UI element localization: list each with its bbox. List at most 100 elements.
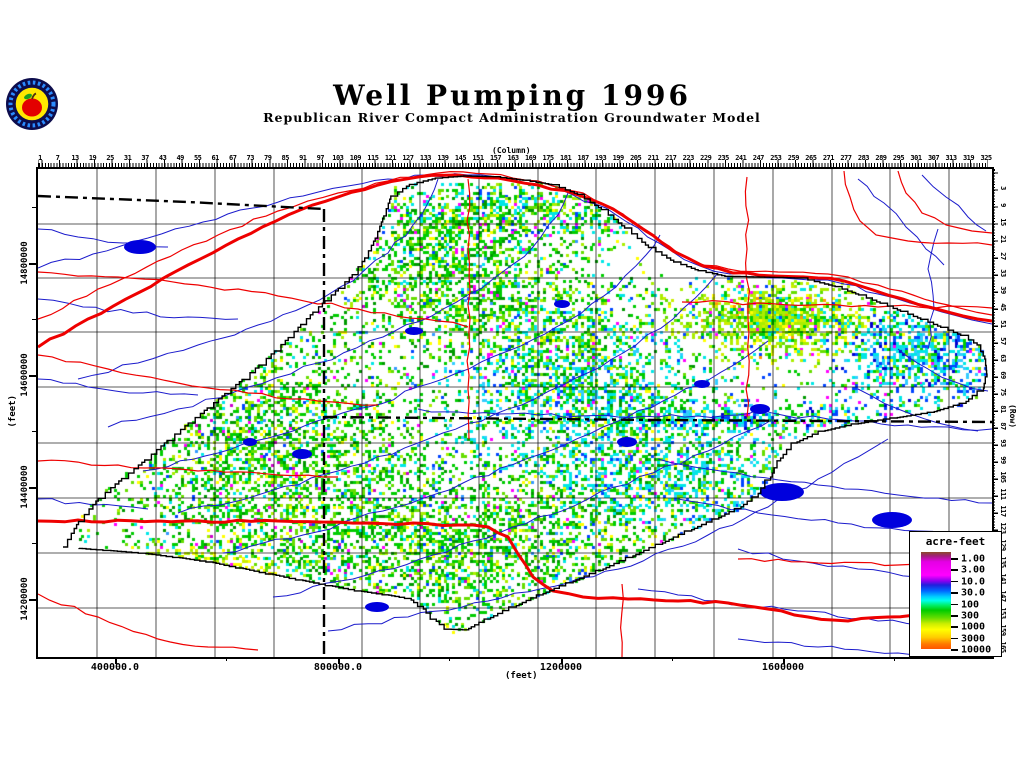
row-tick-label: 117 — [999, 505, 1007, 517]
legend-tick-label: 30.0 — [961, 587, 986, 599]
column-tick-label: 67 — [229, 154, 237, 162]
column-tick-label: 121 — [384, 154, 397, 162]
column-tick-label: 319 — [962, 154, 975, 162]
column-tick-label: 307 — [927, 154, 940, 162]
legend-tick-mark — [951, 603, 958, 606]
column-tick-label: 19 — [88, 154, 97, 162]
legend-tick-label: 100 — [961, 599, 980, 611]
axis-tick — [29, 263, 36, 265]
axis-tick — [29, 487, 36, 489]
axis-tick — [338, 657, 340, 664]
river-line — [142, 234, 661, 472]
row-tick-label: 51 — [999, 320, 1007, 328]
river-line — [272, 418, 774, 598]
lake — [292, 449, 312, 459]
highway-line — [38, 518, 992, 623]
row-tick-label: 63 — [999, 354, 1007, 362]
legend-tick-mark — [951, 615, 958, 617]
column-tick-label: 217 — [665, 154, 677, 162]
column-tick-label: 31 — [123, 154, 132, 162]
row-axis-major-ticks — [992, 169, 998, 655]
row-tick-label: 21 — [999, 235, 1007, 243]
axis-tick — [32, 431, 36, 432]
axis-tick — [29, 599, 36, 601]
x-tick-label: 400000.0 — [90, 662, 140, 673]
highway-line — [38, 170, 992, 320]
lake — [750, 404, 770, 414]
column-tick-label: 271 — [822, 154, 835, 162]
legend-tick-label: 10.0 — [961, 576, 986, 588]
highway-line — [744, 176, 751, 418]
river-line — [657, 458, 992, 504]
legend-tick-label: 3000 — [961, 633, 986, 645]
river-line — [857, 178, 945, 266]
row-tick-label: 111 — [999, 488, 1007, 500]
column-tick-label: 223 — [682, 154, 695, 162]
row-axis-labels: 3 9 15 21 27 33 39 45 51 57 63 69 75 81 87 93 99 105 111 11… — [999, 167, 1013, 655]
legend-tick-label: 10000 — [961, 644, 992, 656]
axis-tick — [894, 657, 895, 661]
lake — [554, 300, 570, 308]
row-tick-label: 39 — [999, 286, 1007, 294]
apple-leaf-icon — [24, 93, 32, 100]
column-tick-label: 43 — [158, 154, 167, 162]
x-tick-label: 1600000 — [761, 662, 805, 673]
row-tick-label: 93 — [999, 439, 1007, 447]
axis-tick — [226, 657, 227, 661]
row-tick-label: 135 — [999, 556, 1007, 568]
legend-tick-label: 1.00 — [961, 553, 986, 565]
row-tick-label: 159 — [999, 624, 1007, 636]
axis-tick — [29, 375, 36, 377]
row-tick-label: 33 — [999, 269, 1007, 277]
seal-text-ring — [8, 80, 56, 128]
river-line — [177, 272, 719, 514]
row-tick-label: 9 — [999, 203, 1007, 207]
highway-line — [619, 583, 624, 657]
column-tick-label: 133 — [419, 154, 432, 162]
column-tick-label: 127 — [402, 154, 414, 162]
column-tick-label: 259 — [787, 154, 800, 162]
map-overlay-lines — [38, 169, 992, 657]
lake — [405, 327, 423, 335]
y-axis-labels: 14800000 14600000 14400000 14200000 — [20, 167, 34, 655]
column-axis-major-ticks — [38, 160, 988, 167]
column-tick-label: 145 — [454, 154, 467, 162]
legend-box: acre-feet 1.00 3.00 10.0 30.0 100 300 1000 3000… — [909, 531, 1002, 657]
river-line — [921, 174, 987, 232]
column-tick-label: 211 — [647, 154, 660, 162]
row-tick-label: 27 — [999, 252, 1007, 260]
river-line — [38, 173, 992, 325]
column-tick-label: 181 — [560, 154, 572, 162]
highway-line — [681, 299, 992, 310]
column-tick-label: 295 — [892, 154, 905, 162]
legend-tick-mark — [951, 569, 958, 571]
river-line — [38, 298, 239, 320]
river-line — [417, 408, 992, 431]
row-tick-label: 129 — [999, 539, 1007, 551]
highway-line — [38, 593, 259, 651]
legend-tick-mark — [951, 558, 958, 560]
row-tick-label: 75 — [999, 388, 1007, 396]
lake — [760, 483, 804, 501]
axis-tick — [561, 657, 563, 664]
row-tick-label: 165 — [999, 641, 1007, 653]
highway-line — [466, 178, 471, 440]
lake — [617, 437, 637, 447]
column-tick-label: 151 — [472, 154, 484, 162]
column-tick-label: 139 — [437, 154, 449, 162]
highway-line — [897, 170, 992, 234]
axis-tick — [32, 319, 36, 320]
river-line — [857, 388, 979, 432]
column-tick-label: 199 — [612, 154, 625, 162]
highway-line — [38, 354, 379, 406]
apple-stem-icon — [31, 92, 37, 100]
river-line — [897, 348, 989, 392]
x-axis-title: (feet) — [505, 671, 538, 681]
column-tick-label: 175 — [542, 154, 555, 162]
row-tick-label: 105 — [999, 471, 1007, 483]
column-tick-label: 103 — [332, 154, 344, 162]
legend-tick-mark — [951, 637, 958, 640]
legend-tick-label: 300 — [961, 610, 980, 622]
column-tick-label: 301 — [910, 154, 922, 162]
